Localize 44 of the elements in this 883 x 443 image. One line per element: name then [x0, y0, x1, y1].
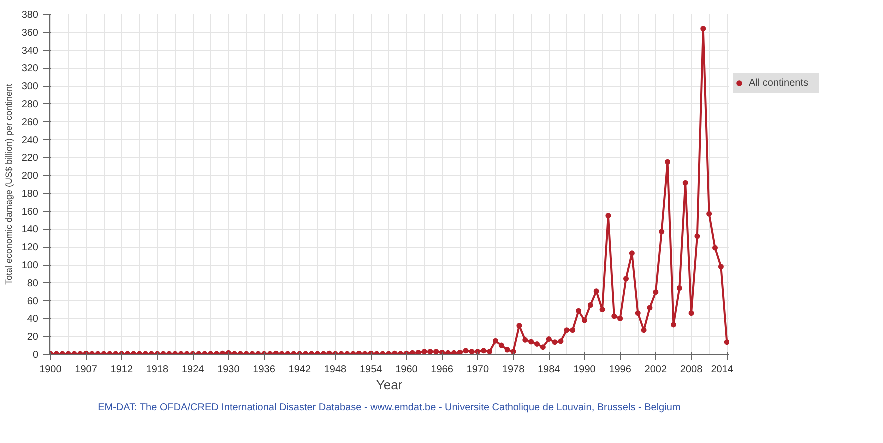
x-tick-label: 1912	[110, 364, 134, 376]
y-tick-label: 200	[22, 171, 39, 182]
x-tick-label: 2008	[680, 364, 704, 376]
x-tick-label: 1907	[75, 364, 98, 376]
y-tick-label: 220	[22, 153, 39, 164]
x-tick-label: 1978	[502, 364, 526, 376]
x-tick-label: 2014	[711, 364, 734, 376]
y-tick-label: 180	[22, 188, 39, 200]
text: EM-DAT: The OFDA/CRED International Disaster Database - www.emdat.be - Universite Catholique de Louvain, Brussels - Belgium	[98, 402, 681, 414]
x-tick-label: 1990	[574, 364, 596, 376]
x-tick-label: 1996	[609, 364, 632, 376]
x-tick-label: 1924	[182, 364, 205, 376]
x-axis-title: Year	[376, 378, 404, 392]
y-tick-label: 20	[27, 332, 39, 344]
y-tick-label: 160	[22, 206, 39, 218]
y-tick-label: 40	[27, 314, 39, 326]
y-tick-label: 300	[22, 82, 39, 93]
y-tick-label: 360	[22, 28, 39, 39]
y-tick-label: 120	[22, 242, 39, 254]
y-tick-label: 100	[22, 260, 39, 272]
y-tick-label: 80	[27, 278, 39, 290]
y-tick-label: 260	[22, 117, 39, 128]
y-tick-label: 60	[27, 296, 39, 308]
x-tick-label: 1984	[538, 364, 561, 376]
x-tick-label: 1936	[253, 364, 276, 376]
y-tick-label: 340	[22, 46, 39, 57]
x-tick-label: 1942	[288, 364, 312, 376]
x-tick-label: 1960	[396, 364, 418, 376]
x-tick-label: 1918	[146, 364, 170, 376]
x-tick-label: 1966	[431, 364, 454, 376]
y-tick-label: 0	[32, 350, 39, 361]
y-tick-label: 320	[22, 64, 39, 75]
x-tick-label: 1954	[360, 364, 383, 376]
x-tick-label: 2002	[644, 364, 668, 376]
x-tick-label: 1900	[40, 364, 62, 376]
y-tick-label: 140	[22, 224, 39, 236]
y-axis-title: Total economic damage (US$ billion) per continent	[4, 83, 14, 286]
legend-label: All continents	[749, 78, 810, 88]
x-tick-label: 1970	[466, 364, 490, 376]
y-tick-label: 240	[22, 135, 39, 146]
y-tick-label: 280	[22, 99, 39, 110]
x-tick-label: 1948	[324, 364, 348, 376]
x-tick-label: 1930	[218, 364, 240, 376]
y-tick-label: 380	[22, 10, 39, 21]
